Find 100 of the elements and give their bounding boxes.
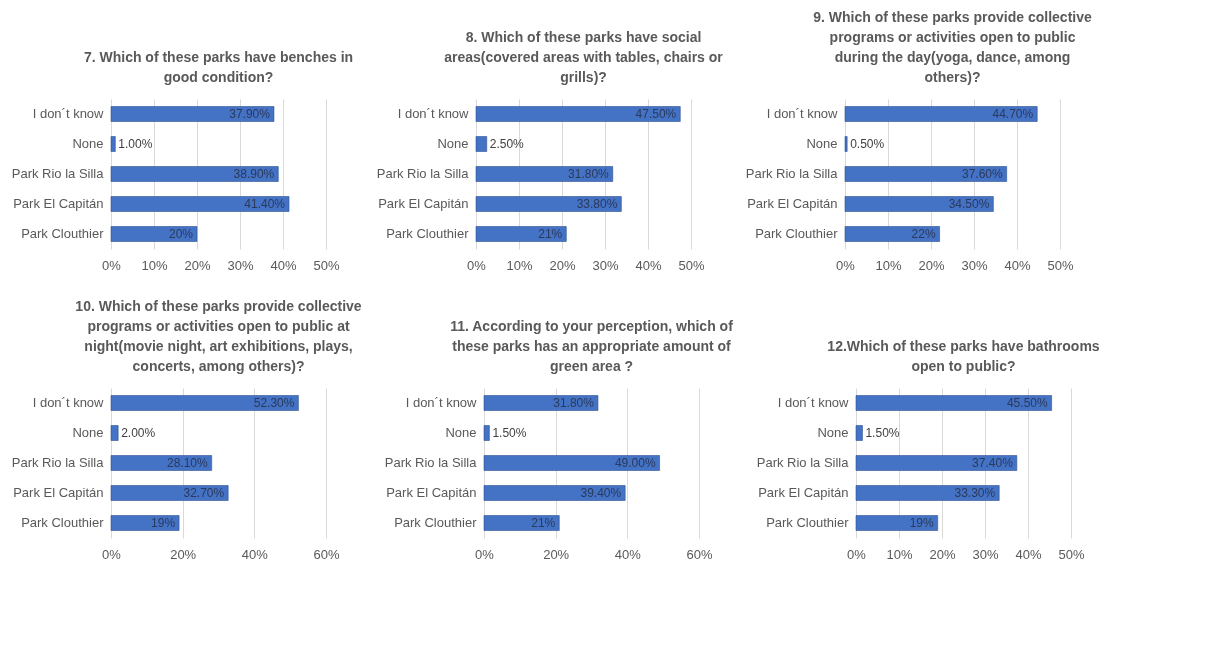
x-tick-label: 50% — [678, 257, 705, 273]
bar — [110, 166, 279, 182]
data-label: 45.50% — [1006, 396, 1048, 410]
data-label: 1.00% — [118, 137, 153, 151]
data-label: 19% — [909, 516, 935, 530]
y-tick-label: Park Clouthier — [766, 515, 850, 530]
bar — [483, 395, 599, 411]
bar — [110, 196, 290, 212]
y-tick-label: None — [437, 136, 469, 151]
data-label: 37.60% — [961, 167, 1004, 181]
chart-title: 11. According to your perception, which of these parks has an appropriate amount of green area ? — [450, 318, 734, 374]
data-label: 52.30% — [253, 396, 295, 410]
x-tick-label: 0% — [475, 546, 495, 562]
chart-title: 9. Which of these parks provide collective programs or activities open to public during the day(yoga, dance, among others)? — [813, 9, 1092, 85]
x-tick-label: 40% — [635, 257, 662, 273]
y-tick-label: Park El Capitán — [13, 196, 104, 211]
x-tick-label: 40% — [270, 257, 297, 273]
bar — [844, 226, 940, 242]
data-label: 19% — [151, 516, 176, 530]
bar — [855, 395, 1052, 411]
data-label: 32.70% — [183, 486, 225, 500]
bar — [483, 515, 560, 531]
data-label: 28.10% — [166, 456, 209, 470]
y-tick-label: Park El Capitán — [13, 485, 104, 500]
y-tick-label: Park Rio la Silla — [384, 455, 478, 470]
x-tick-label: 60% — [686, 546, 713, 562]
x-tick-label: 30% — [592, 257, 619, 273]
y-tick-label: None — [72, 425, 104, 440]
y-tick-label: Park El Capitán — [758, 485, 849, 500]
y-tick-label: Park Rio la Silla — [11, 455, 105, 470]
y-tick-label: Park Rio la Silla — [745, 166, 839, 181]
x-tick-label: 20% — [549, 257, 576, 273]
bar — [855, 455, 1018, 471]
data-label: 38.90% — [233, 167, 275, 181]
y-tick-label: None — [72, 136, 104, 151]
bar — [110, 515, 180, 531]
bar — [844, 136, 848, 152]
data-label: 2.50% — [489, 137, 525, 151]
bar — [475, 226, 567, 242]
y-tick-label: I don´t know — [32, 106, 105, 121]
y-tick-label: Park El Capitán — [747, 196, 838, 211]
x-tick-label: 10% — [875, 257, 902, 273]
x-tick-label: 20% — [170, 546, 197, 562]
chart-title: 10. Which of these parks provide collective programs or activities open to public at night(movie night, art exhibitions, plays, concerts, among others)? — [75, 298, 362, 374]
bar — [844, 106, 1038, 122]
y-tick-label: None — [806, 136, 838, 151]
bar — [475, 166, 614, 182]
data-label: 39.40% — [580, 486, 622, 500]
x-tick-label: 0% — [836, 257, 856, 273]
x-tick-label: 40% — [241, 546, 269, 562]
data-label: 44.70% — [992, 107, 1034, 121]
x-tick-label: 0% — [467, 257, 487, 273]
data-label: 37.40% — [972, 456, 1014, 470]
bar — [475, 136, 488, 152]
data-label: 49.00% — [614, 456, 656, 470]
bar — [110, 226, 198, 242]
bar — [110, 395, 299, 411]
x-tick-label: 0% — [847, 546, 867, 562]
y-tick-label: Park Rio la Silla — [376, 166, 470, 181]
y-tick-label: Park El Capitán — [378, 196, 469, 211]
y-tick-label: Park Clouthier — [394, 515, 478, 530]
bar — [475, 196, 622, 212]
bar — [475, 106, 681, 122]
y-tick-label: I don´t know — [32, 395, 105, 410]
bar — [844, 166, 1007, 182]
x-tick-label: 20% — [929, 546, 956, 562]
x-tick-label: 50% — [313, 257, 340, 273]
data-label: 34.50% — [948, 197, 990, 211]
x-tick-label: 10% — [141, 257, 168, 273]
y-tick-label: None — [817, 425, 849, 440]
data-label: 1.50% — [492, 426, 527, 440]
x-tick-label: 30% — [961, 257, 988, 273]
data-label: 22% — [911, 227, 936, 241]
data-label: 0.50% — [850, 137, 885, 151]
x-tick-label: 0% — [102, 257, 122, 273]
y-tick-label: Park Clouthier — [755, 226, 839, 241]
x-tick-label: 40% — [1004, 257, 1031, 273]
x-tick-label: 50% — [1058, 546, 1085, 562]
y-tick-label: Park Rio la Silla — [756, 455, 850, 470]
y-tick-label: I don´t know — [766, 106, 839, 121]
bar — [110, 136, 116, 152]
x-tick-label: 10% — [506, 257, 533, 273]
data-label: 33.30% — [954, 486, 996, 500]
data-label: 31.80% — [568, 167, 610, 181]
x-tick-label: 30% — [972, 546, 999, 562]
x-tick-label: 20% — [543, 546, 570, 562]
y-tick-label: Park Clouthier — [386, 226, 470, 241]
bar — [110, 485, 229, 501]
bar — [855, 485, 1000, 501]
x-tick-label: 60% — [313, 546, 340, 562]
bar — [483, 485, 626, 501]
data-label: 31.80% — [553, 396, 595, 410]
data-label: 37.90% — [229, 107, 271, 121]
y-tick-label: Park Clouthier — [21, 226, 105, 241]
y-tick-label: Park Rio la Silla — [11, 166, 105, 181]
data-label: 41.40% — [244, 197, 286, 211]
data-label: 33.80% — [576, 197, 618, 211]
y-tick-label: Park El Capitán — [386, 485, 477, 500]
y-tick-label: None — [445, 425, 477, 440]
x-tick-label: 20% — [184, 257, 211, 273]
